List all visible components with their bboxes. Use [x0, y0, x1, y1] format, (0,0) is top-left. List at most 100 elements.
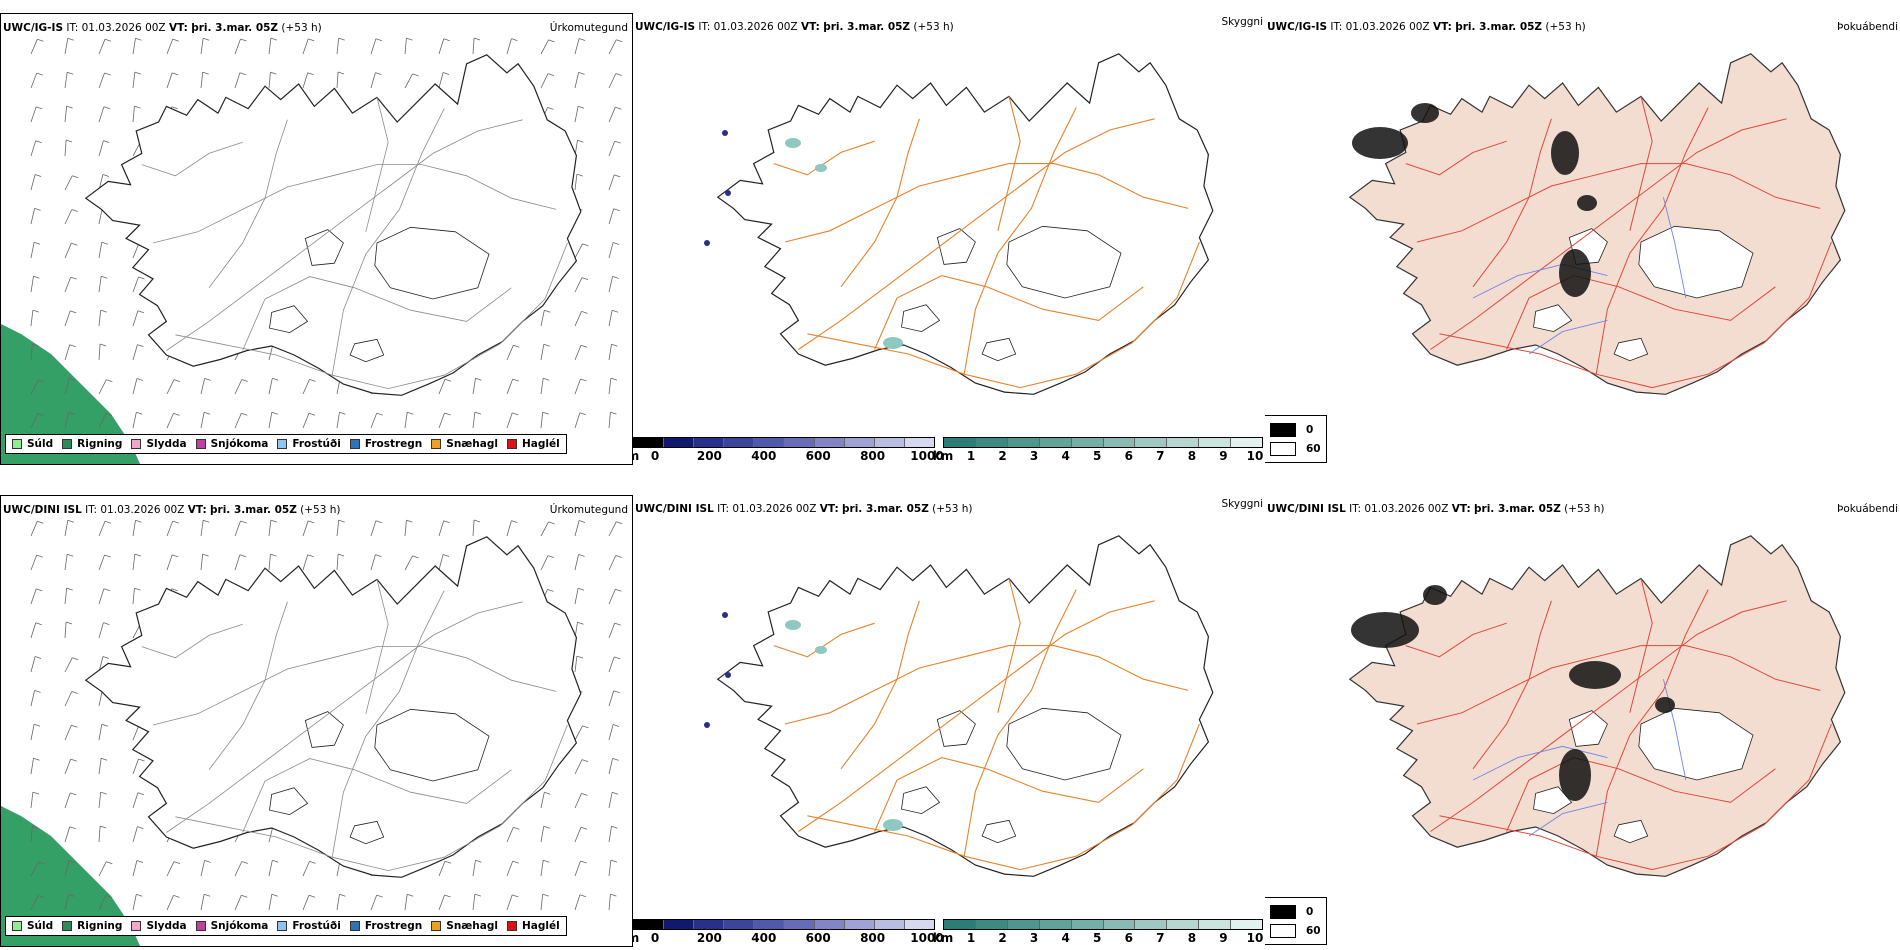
colorbar-tick-label: 1000: [910, 931, 944, 945]
road-line: [798, 118, 1155, 350]
colorbar-cell: [1135, 920, 1168, 929]
colorbar-unit: m: [633, 931, 639, 945]
init-time-label: IT:: [85, 504, 98, 516]
fog-legend-item: 60: [1270, 921, 1321, 940]
river-line: [1662, 679, 1687, 781]
valid-time: þri. 3.mar. 05Z: [1474, 503, 1561, 515]
legend-item: Snæhagl: [431, 438, 498, 450]
colorbar-cell: [1199, 438, 1232, 447]
road-line: [963, 589, 1077, 857]
road-line: [1506, 275, 1776, 350]
colorbar-tick-label: 6: [1124, 931, 1133, 945]
colorbar-cell: [1007, 920, 1040, 929]
legend-label: Haglél: [521, 920, 560, 932]
colorbar-cell: [814, 438, 845, 447]
colorbar-tick-label: 4: [1061, 931, 1070, 945]
panel-title: UWC/IG-IS IT: 01.03.2026 00Z VT: þri. 3.…: [635, 21, 954, 33]
legend-swatch: [349, 921, 360, 931]
river-line: [1528, 319, 1608, 355]
road-line: [1629, 578, 1653, 713]
cloud-base-visibility-panel: UWC/IG-IS IT: 01.03.2026 00Z VT: þri. 3.…: [633, 13, 1265, 465]
legend-label: Frostregn: [364, 920, 423, 932]
road-line: [242, 276, 512, 351]
colorbar-cell: [634, 438, 665, 447]
colorbar-tick-label: 7: [1156, 931, 1165, 945]
fog-legend-item: 60: [1270, 439, 1321, 458]
colorbar-tick-label: 400: [751, 449, 777, 463]
glacier-outline: [304, 229, 344, 266]
glacier-outline: [1568, 710, 1608, 747]
cloud-map: [704, 53, 1214, 395]
legend-item: Frostúði: [277, 438, 341, 450]
init-time: 01.03.2026 00Z: [1364, 503, 1449, 515]
legend-swatch: [431, 439, 442, 449]
colorbar-cell: [664, 920, 695, 929]
lead-time: (+53 h): [932, 503, 973, 515]
init-time: 01.03.2026 00Z: [81, 22, 166, 34]
precip-type-legend: Súld Rigning Slydda Snjókoma Frostúði Frostre…: [5, 916, 567, 936]
legend-label: Snjókoma: [210, 920, 269, 932]
fog-legend-item: 0: [1270, 420, 1321, 439]
glacier-outline: [1638, 225, 1754, 299]
road-line: [175, 724, 568, 872]
colorbar-cell: [1135, 438, 1168, 447]
road-line: [997, 96, 1021, 231]
fog-legend-label: 0: [1306, 423, 1314, 436]
rain-area: [1, 806, 141, 946]
road-line: [152, 164, 557, 244]
precip-map: [1, 519, 623, 946]
panel-title: UWC/DINI ISL IT: 01.03.2026 00Z VT: þri.…: [3, 504, 341, 516]
low-visibility-area: [815, 164, 827, 172]
colorbar-cells: [943, 437, 1263, 448]
fog-legend-label: 60: [1306, 442, 1321, 455]
colorbar-cell: [844, 438, 875, 447]
colorbar-cell: [904, 438, 934, 447]
colorbar-tick-label: 400: [751, 931, 777, 945]
model-label: UWC/IG-IS: [1267, 21, 1328, 33]
init-time: 01.03.2026 00Z: [100, 504, 185, 516]
fog-legend-swatch: [1270, 904, 1296, 919]
valid-time: þri. 3.mar. 05Z: [191, 22, 279, 34]
road-line: [963, 107, 1077, 375]
legend-swatch: [62, 439, 73, 449]
colorbar-tick-label: 10: [1246, 449, 1264, 463]
fog-index-legend: 0 60: [1265, 897, 1327, 945]
colorbar-cell: [1071, 438, 1104, 447]
legend-swatch: [277, 921, 288, 931]
colorbar-cell: [975, 920, 1008, 929]
panel-name: Skyggni: [1221, 16, 1264, 28]
fog-area: [1559, 749, 1591, 801]
low-visibility-area: [883, 337, 903, 349]
low-visibility-area: [815, 646, 827, 654]
legend-swatch: [131, 921, 142, 931]
road-line: [166, 601, 523, 833]
iceland-landmass: [1348, 535, 1846, 877]
legend-label: Snæhagl: [446, 438, 498, 450]
colorbar-cell: [944, 920, 976, 929]
fog-index-panel: UWC/DINI ISL IT: 01.03.2026 00Z VT: þri.…: [1265, 495, 1900, 947]
fog-index-panel: UWC/IG-IS IT: 01.03.2026 00Z VT: þri. 3.…: [1265, 13, 1900, 465]
colorbar-cells: [943, 919, 1263, 930]
valid-time-label: VT:: [1451, 503, 1471, 515]
legend-item: Slydda: [131, 920, 187, 932]
road-line: [874, 757, 1144, 832]
fog-area: [1569, 661, 1621, 689]
road-line: [1416, 163, 1821, 243]
glacier-outline: [374, 708, 490, 782]
fog-area: [1559, 249, 1591, 297]
legend-label: Snæhagl: [446, 920, 498, 932]
low-cloud-area: [725, 190, 731, 196]
legend-item: Rigning: [62, 920, 122, 932]
colorbar-tick-label: 4: [1061, 449, 1070, 463]
low-visibility-area: [785, 138, 801, 148]
lead-time: (+53 h): [300, 504, 341, 516]
low-visibility-area: [785, 620, 801, 630]
glacier-outline: [901, 304, 941, 333]
colorbar-tick-label: 0: [650, 449, 660, 463]
road-line: [141, 141, 243, 177]
init-time: 01.03.2026 00Z: [1345, 21, 1430, 33]
legend-swatch: [506, 921, 517, 931]
colorbar-cell: [784, 438, 815, 447]
road-line: [1439, 241, 1832, 389]
panel-name: Úrkomutegund: [549, 504, 628, 516]
